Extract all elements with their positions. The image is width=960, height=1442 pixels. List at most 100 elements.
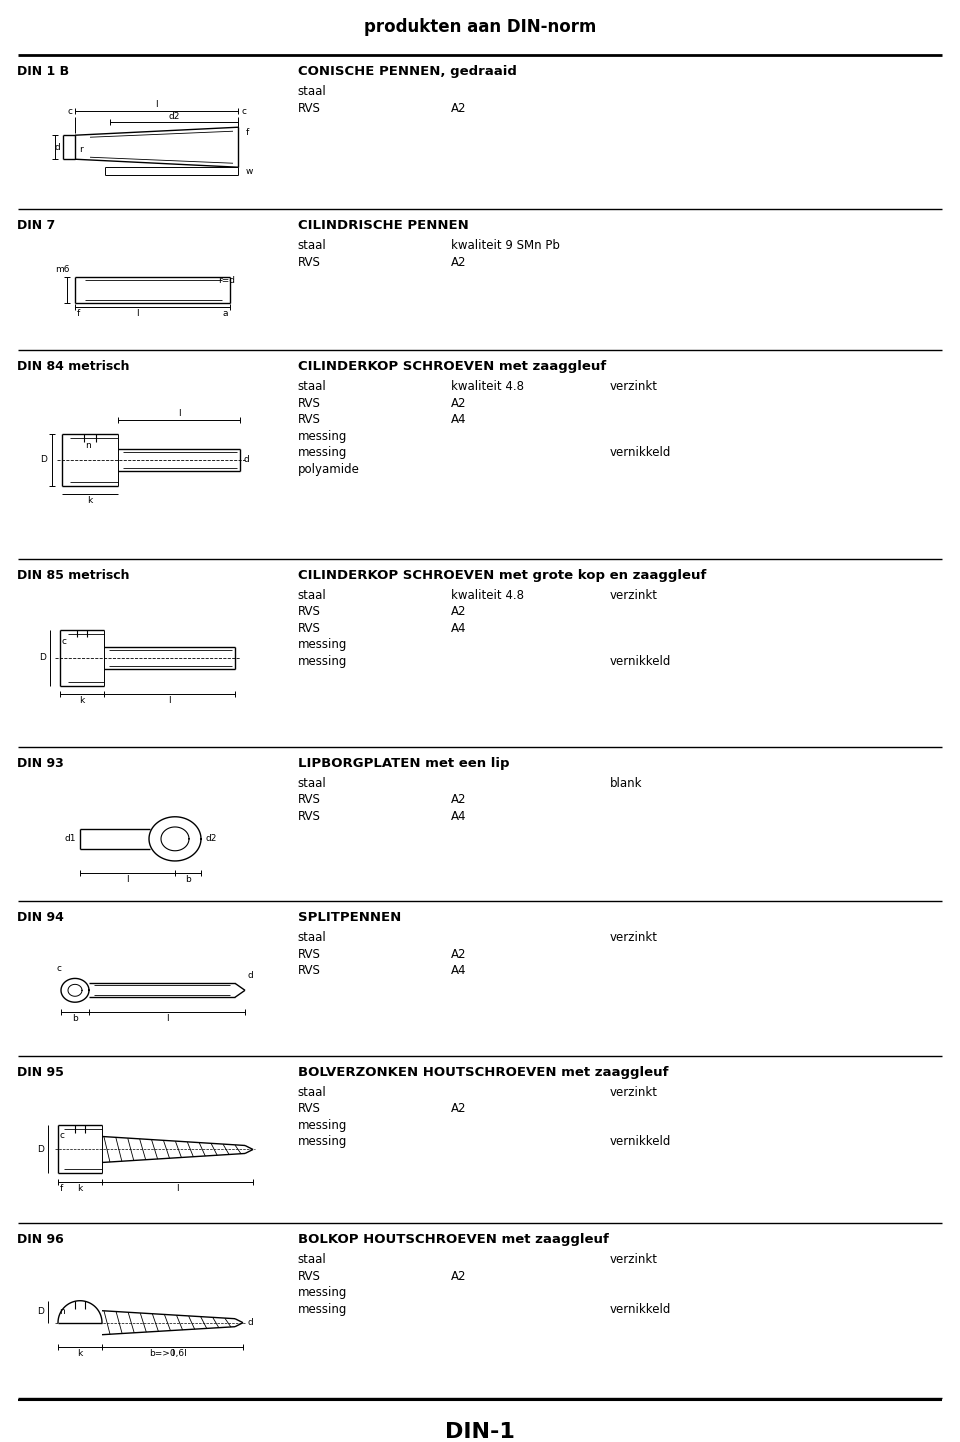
Text: c: c: [68, 107, 73, 117]
Text: kwaliteit 4.8: kwaliteit 4.8: [451, 381, 524, 394]
Text: staal: staal: [298, 932, 326, 945]
Text: d1: d1: [64, 835, 76, 844]
Text: blank: blank: [610, 777, 642, 790]
Text: RVS: RVS: [298, 809, 321, 822]
Text: f: f: [77, 309, 80, 317]
Text: DIN 1 B: DIN 1 B: [17, 65, 69, 78]
Text: DIN 94: DIN 94: [17, 911, 64, 924]
Text: RVS: RVS: [298, 793, 321, 806]
Text: staal: staal: [298, 588, 326, 601]
Text: l: l: [178, 408, 180, 418]
Text: BOLKOP HOUTSCHROEVEN met zaaggleuf: BOLKOP HOUTSCHROEVEN met zaaggleuf: [298, 1233, 609, 1246]
Text: A2: A2: [451, 606, 467, 619]
Text: D: D: [40, 456, 47, 464]
Text: k: k: [80, 695, 84, 705]
Text: b: b: [185, 875, 191, 884]
Text: BOLVERZONKEN HOUTSCHROEVEN met zaaggleuf: BOLVERZONKEN HOUTSCHROEVEN met zaaggleuf: [298, 1066, 668, 1079]
Text: RVS: RVS: [298, 1102, 321, 1115]
Text: DIN-1: DIN-1: [445, 1422, 515, 1442]
Text: k: k: [78, 1184, 83, 1194]
Text: r: r: [79, 144, 83, 154]
Text: staal: staal: [298, 1253, 326, 1266]
Text: RVS: RVS: [298, 1270, 321, 1283]
Text: d2: d2: [168, 112, 180, 121]
Text: messing: messing: [298, 447, 347, 460]
Text: d2: d2: [205, 835, 216, 844]
Text: RVS: RVS: [298, 606, 321, 619]
Text: DIN 84 metrisch: DIN 84 metrisch: [17, 360, 130, 373]
Text: staal: staal: [298, 777, 326, 790]
Text: verzinkt: verzinkt: [610, 932, 658, 945]
Text: vernikkeld: vernikkeld: [610, 655, 671, 668]
Text: r=d: r=d: [218, 277, 235, 286]
Text: A2: A2: [451, 397, 467, 410]
Text: f: f: [60, 1184, 63, 1194]
Text: d: d: [55, 143, 60, 151]
Text: A2: A2: [451, 1270, 467, 1283]
Text: DIN 85 metrisch: DIN 85 metrisch: [17, 568, 130, 581]
Text: l: l: [171, 1348, 174, 1358]
Text: messing: messing: [298, 655, 347, 668]
Text: kwaliteit 4.8: kwaliteit 4.8: [451, 588, 524, 601]
Text: LIPBORGPLATEN met een lip: LIPBORGPLATEN met een lip: [298, 757, 509, 770]
Text: RVS: RVS: [298, 101, 321, 114]
Text: kwaliteit 9 SMn Pb: kwaliteit 9 SMn Pb: [451, 239, 560, 252]
Text: b=>0,6l: b=>0,6l: [150, 1348, 187, 1358]
Text: staal: staal: [298, 1086, 326, 1099]
Text: DIN 95: DIN 95: [17, 1066, 64, 1079]
Text: RVS: RVS: [298, 965, 321, 978]
Text: CILINDERKOP SCHROEVEN met zaaggleuf: CILINDERKOP SCHROEVEN met zaaggleuf: [298, 360, 606, 373]
Text: CILINDERKOP SCHROEVEN met grote kop en zaaggleuf: CILINDERKOP SCHROEVEN met grote kop en z…: [298, 568, 706, 581]
Text: m6: m6: [56, 265, 70, 274]
Text: A2: A2: [451, 1102, 467, 1115]
Text: DIN 96: DIN 96: [17, 1233, 64, 1246]
Text: l: l: [126, 875, 129, 884]
Text: A2: A2: [451, 947, 467, 960]
Text: d: d: [244, 456, 250, 464]
Text: A2: A2: [451, 255, 467, 270]
Text: A4: A4: [451, 414, 467, 427]
Text: c: c: [59, 1131, 64, 1141]
Text: D: D: [37, 1308, 44, 1317]
Text: d: d: [247, 972, 252, 981]
Text: messing: messing: [298, 639, 347, 652]
Text: staal: staal: [298, 239, 326, 252]
Text: verzinkt: verzinkt: [610, 1253, 658, 1266]
Text: messing: messing: [298, 1135, 347, 1148]
Text: RVS: RVS: [298, 622, 321, 634]
Text: l: l: [168, 695, 171, 705]
Text: b: b: [72, 1014, 78, 1024]
Text: l: l: [136, 309, 139, 317]
Text: c: c: [57, 965, 61, 973]
Text: RVS: RVS: [298, 397, 321, 410]
Text: l: l: [177, 1184, 179, 1194]
Text: d: d: [247, 1318, 252, 1327]
Text: D: D: [39, 653, 46, 662]
Text: RVS: RVS: [298, 947, 321, 960]
Text: A2: A2: [451, 101, 467, 114]
Text: DIN 7: DIN 7: [17, 219, 56, 232]
Text: l: l: [156, 101, 157, 110]
Text: DIN 93: DIN 93: [17, 757, 64, 770]
Text: RVS: RVS: [298, 414, 321, 427]
Text: A4: A4: [451, 809, 467, 822]
Text: f: f: [246, 128, 250, 137]
Text: k: k: [78, 1348, 83, 1358]
Text: messing: messing: [298, 1119, 347, 1132]
Text: messing: messing: [298, 1304, 347, 1317]
Text: c: c: [241, 107, 246, 117]
Text: verzinkt: verzinkt: [610, 1086, 658, 1099]
Text: messing: messing: [298, 430, 347, 443]
Text: k: k: [87, 496, 92, 505]
Text: D: D: [37, 1145, 44, 1154]
Text: verzinkt: verzinkt: [610, 381, 658, 394]
Text: A4: A4: [451, 965, 467, 978]
Text: staal: staal: [298, 381, 326, 394]
Text: A4: A4: [451, 622, 467, 634]
Text: produkten aan DIN-norm: produkten aan DIN-norm: [364, 17, 596, 36]
Text: w: w: [246, 167, 253, 176]
Text: SPLITPENNEN: SPLITPENNEN: [298, 911, 401, 924]
Text: n: n: [59, 1308, 64, 1317]
Text: vernikkeld: vernikkeld: [610, 1135, 671, 1148]
Text: vernikkeld: vernikkeld: [610, 1304, 671, 1317]
